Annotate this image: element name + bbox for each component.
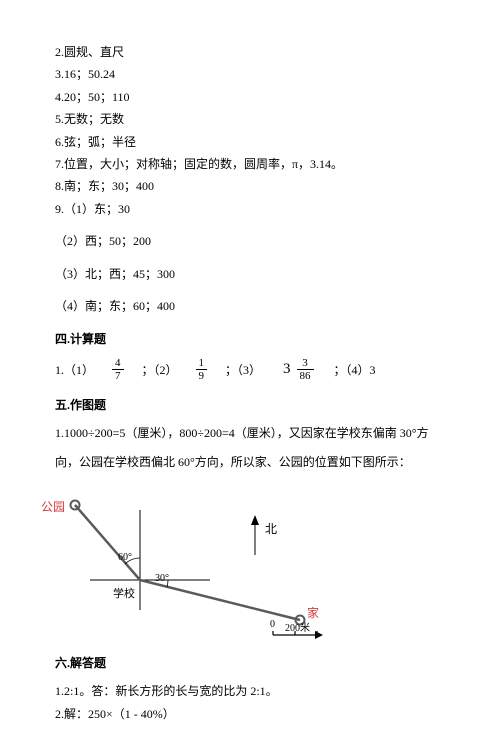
answer-subline: （3）北；西；45；300 <box>55 264 445 284</box>
answer-line: 5.无数；无数 <box>55 109 445 129</box>
fraction-1: 4 7 <box>112 357 124 382</box>
label-park: 公园 <box>41 498 65 515</box>
scale-200: 200米 <box>285 619 310 634</box>
calc-row: 1.（1） 4 7 ；（2） 1 9 ；（3） 3 3 86 ；（4）3 <box>55 357 445 382</box>
fraction-2: 1 9 <box>196 357 208 382</box>
answer-line: 4.20；50；110 <box>55 87 445 107</box>
answer-line: 9.（1）东；30 <box>55 199 445 219</box>
calc-sep: ；（3） <box>225 361 261 378</box>
direction-diagram: 公园 北 学校 家 60° 30° 0 200米 <box>55 480 375 640</box>
answer-line: 7.位置，大小；对称轴；固定的数，圆周率，π，3.14。 <box>55 154 445 174</box>
calc-prefix: 1.（1） <box>55 361 94 378</box>
answer-line: 6.弦；弧；半径 <box>55 132 445 152</box>
label-north: 北 <box>265 520 277 537</box>
section-6-heading: 六.解答题 <box>55 654 445 671</box>
answer-subline: （4）南；东；60；400 <box>55 296 445 316</box>
answer-line: 8.南；东；30；400 <box>55 176 445 196</box>
fraction-numerator: 4 <box>112 357 124 370</box>
calc-sep: ；（4）3 <box>334 361 376 378</box>
fraction-denominator: 7 <box>112 370 124 382</box>
label-angle-30: 30° <box>155 573 169 584</box>
fraction-numerator: 1 <box>196 357 208 370</box>
label-school: 学校 <box>113 585 135 601</box>
mixed-whole: 3 <box>283 361 291 378</box>
drawing-desc-1: 1.1000÷200=5（厘米），800÷200=4（厘米），又因家在学校东偏南… <box>55 423 445 443</box>
label-angle-60: 60° <box>118 552 132 563</box>
section-5-heading: 五.作图题 <box>55 396 445 413</box>
calc-sep: ；（2） <box>142 361 178 378</box>
drawing-desc-2: 向，公园在学校西偏北 60°方向，所以家、公园的位置如下图所示： <box>55 452 445 472</box>
fraction-3: 3 86 <box>297 357 314 382</box>
answer-6-1: 1.2:1。答：新长方形的长与宽的比为 2:1。 <box>55 681 445 701</box>
fraction-numerator: 3 <box>297 357 314 370</box>
answer-line: 2.圆规、直尺 <box>55 42 445 62</box>
fraction-denominator: 9 <box>196 370 208 382</box>
fraction-denominator: 86 <box>297 370 314 382</box>
section-4-heading: 四.计算题 <box>55 330 445 347</box>
answer-subline: （2）西；50；200 <box>55 231 445 251</box>
answer-line: 3.16；50.24 <box>55 64 445 84</box>
scale-0: 0 <box>270 619 275 630</box>
